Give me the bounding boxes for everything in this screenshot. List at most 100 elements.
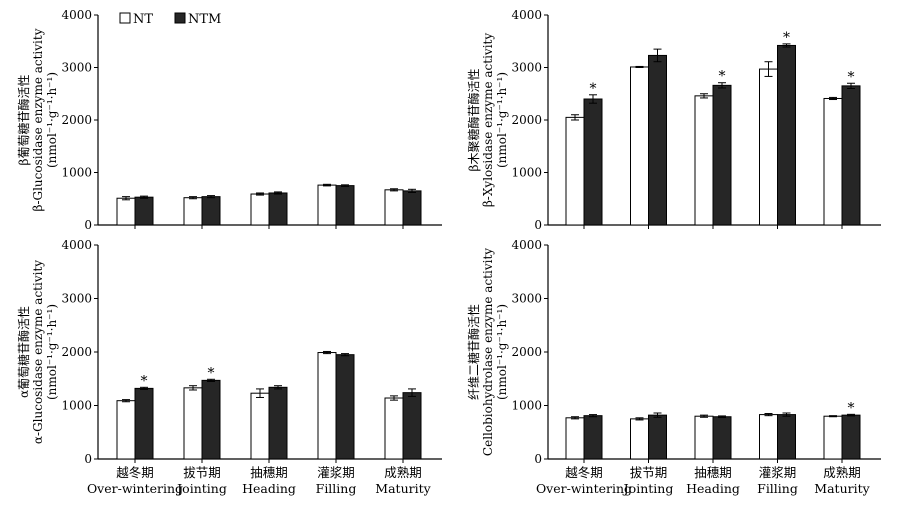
y-tick-label: 1000 xyxy=(511,166,542,180)
y-tick-label: 0 xyxy=(84,218,92,232)
significance-marker: * xyxy=(848,69,855,85)
error-bar xyxy=(323,183,331,187)
x-tick-label-cn: 成熟期 xyxy=(384,465,422,480)
error-bar xyxy=(635,417,644,421)
bar-ntm xyxy=(268,386,288,460)
y-axis-label-ylabel-en: α-Glucosidase enzyme activity xyxy=(31,260,45,444)
bar-ntm xyxy=(335,354,355,460)
bar-ntm xyxy=(712,84,732,226)
chart-alpha-glucosidase: 0 1000 2000 3000 4000 α葡萄糖苷酶活性 α-Glucosidase e… xyxy=(16,238,442,496)
bar-nt xyxy=(250,392,270,460)
bar-nt xyxy=(116,197,136,226)
x-tick-label-cn: 灌浆期 xyxy=(759,465,797,480)
y-axis-label-yunit: (nmol⁻¹·g⁻¹·h⁻¹) xyxy=(45,304,59,400)
y-tick-label: 0 xyxy=(534,218,542,232)
error-bar xyxy=(207,378,215,382)
y-tick-label: 3000 xyxy=(61,292,92,306)
error-bar xyxy=(140,195,148,199)
error-bar xyxy=(700,93,708,99)
bar-ntm xyxy=(201,196,221,226)
error-bar xyxy=(571,114,579,121)
bar-nt xyxy=(183,197,203,226)
bar-nt xyxy=(317,184,337,226)
bar-ntm xyxy=(841,85,861,226)
error-bar xyxy=(274,385,282,390)
y-tick-label: 2000 xyxy=(511,345,542,359)
error-bar xyxy=(718,82,726,89)
error-bar xyxy=(341,184,349,187)
significance-marker: * xyxy=(208,365,215,381)
error-bar xyxy=(408,188,416,193)
y-tick-label: 4000 xyxy=(511,238,542,252)
bar-nt xyxy=(565,417,585,460)
error-bar xyxy=(847,82,855,89)
error-bar xyxy=(782,412,791,417)
y-tick-label: 1000 xyxy=(511,399,542,413)
legend-swatch-nt xyxy=(119,12,131,24)
bar-nt xyxy=(384,397,404,460)
error-bar xyxy=(408,388,416,397)
bar-ntm xyxy=(402,392,422,460)
error-bar xyxy=(390,188,398,192)
significance-marker: * xyxy=(590,81,597,97)
y-tick-label: 3000 xyxy=(511,61,542,75)
x-tick-label-cn: 抽穗期 xyxy=(250,465,288,480)
x-tick-label-cn: 灌浆期 xyxy=(317,465,355,480)
error-bar xyxy=(274,191,282,195)
x-tick-label-en: Over-wintering xyxy=(536,481,632,496)
x-tick-label-en: Heading xyxy=(242,481,296,496)
error-bar xyxy=(635,65,644,68)
x-tick-label-en: Heading xyxy=(686,481,740,496)
bar-ntm xyxy=(712,416,732,460)
chart-beta-xylosidase: 0 1000 2000 3000 4000 β木聚糖酶苷酶活性 β-Xylosidase e… xyxy=(466,8,881,232)
legend-swatch-ntm xyxy=(174,12,186,24)
bar-ntm xyxy=(777,414,796,460)
bar-nt xyxy=(823,97,843,226)
y-axis-label-ylabel-cn: 纤维二糖苷酶活性 xyxy=(466,304,481,400)
x-tick-label-cn: 成熟期 xyxy=(823,465,861,480)
error-bar xyxy=(700,414,708,418)
x-tick-label-en: Jointing xyxy=(622,481,674,496)
y-tick-label: 0 xyxy=(84,452,92,466)
chart-beta-glucosidase: 0 1000 2000 3000 4000 β葡萄糖苷酶活性 β-Glucosidase e… xyxy=(16,8,442,232)
bar-ntm xyxy=(583,415,603,460)
bar-ntm xyxy=(134,196,154,226)
error-bar xyxy=(782,43,791,48)
bar-ntm xyxy=(268,192,288,226)
error-bar xyxy=(140,386,148,390)
error-bar xyxy=(390,395,398,401)
error-bar xyxy=(571,416,579,420)
bar-ntm xyxy=(134,387,154,460)
x-tick-label-cn: 越冬期 xyxy=(116,465,154,480)
bar-nt xyxy=(630,66,649,226)
bar-nt xyxy=(759,68,778,226)
y-axis-label-ylabel-en: β-Glucosidase enzyme activity xyxy=(31,28,45,211)
bar-nt xyxy=(116,400,136,460)
y-tick-label: 2000 xyxy=(61,113,92,127)
y-tick-label: 4000 xyxy=(61,8,92,22)
y-tick-label: 1000 xyxy=(61,399,92,413)
x-tick-label-en: Maturity xyxy=(375,481,431,496)
bar-nt xyxy=(694,95,714,226)
error-bar xyxy=(189,196,197,200)
bar-ntm xyxy=(201,379,221,460)
bar-ntm xyxy=(777,44,796,226)
error-bar xyxy=(829,415,837,418)
bar-ntm xyxy=(841,414,861,460)
bar-nt xyxy=(317,352,337,460)
error-bar xyxy=(256,192,264,196)
y-tick-label: 2000 xyxy=(61,345,92,359)
bar-nt xyxy=(384,189,404,226)
bar-nt xyxy=(565,116,585,226)
y-tick-label: 2000 xyxy=(511,113,542,127)
error-bar xyxy=(323,350,331,355)
x-tick-label-cn: 拔节期 xyxy=(183,465,221,480)
x-tick-label-cn: 越冬期 xyxy=(565,465,603,480)
error-bar xyxy=(589,94,597,104)
y-tick-label: 4000 xyxy=(511,8,542,22)
error-bar xyxy=(207,195,215,199)
bar-nt xyxy=(183,387,203,460)
bar-nt xyxy=(250,193,270,226)
bar-ntm xyxy=(648,54,667,226)
